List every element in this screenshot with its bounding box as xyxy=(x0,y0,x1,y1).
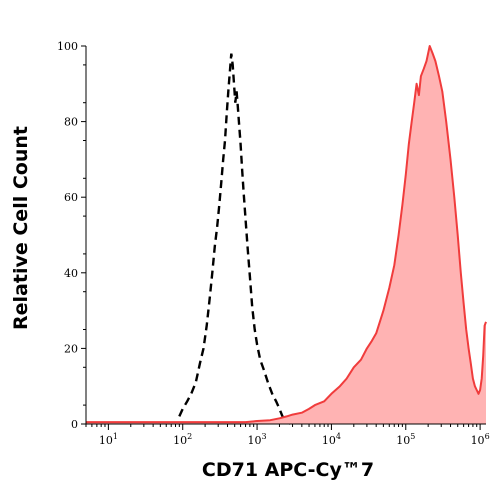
x-tick-label: 104 xyxy=(322,432,341,447)
plot-layer xyxy=(86,45,487,425)
control-line xyxy=(178,53,292,425)
x-tick-label: 101 xyxy=(99,432,118,447)
y-tick-label: 20 xyxy=(64,342,78,355)
y-axis-title: Relative Cell Count xyxy=(10,126,32,330)
x-axis-title: CD71 APC-Cy™7 xyxy=(202,459,374,481)
x-tick-label: 103 xyxy=(248,432,267,447)
x-tick-label: 105 xyxy=(396,432,415,447)
y-tick-label: 100 xyxy=(57,40,78,53)
y-tick-label: 80 xyxy=(64,116,78,129)
y-tick-label: 40 xyxy=(64,267,78,280)
x-tick-label: 106 xyxy=(471,432,490,447)
axes-layer xyxy=(81,45,486,430)
y-tick-label: 60 xyxy=(64,191,78,204)
sample-area xyxy=(86,46,486,424)
sample-line xyxy=(86,45,487,424)
y-tick-label: 0 xyxy=(71,418,78,431)
x-tick-label: 102 xyxy=(173,432,192,447)
